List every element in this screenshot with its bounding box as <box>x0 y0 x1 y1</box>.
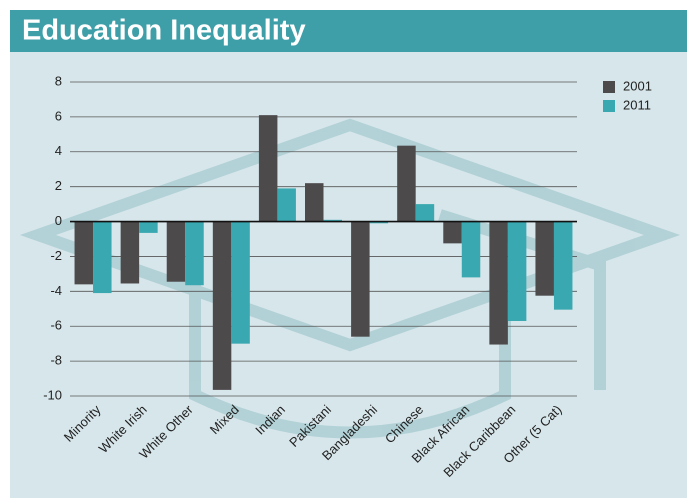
bar <box>212 221 232 390</box>
y-tick-label: 8 <box>55 73 62 88</box>
y-tick-label: -10 <box>43 387 62 402</box>
bar <box>323 219 342 222</box>
y-tick-label: -4 <box>50 283 62 298</box>
bar <box>139 221 158 233</box>
bar <box>415 204 435 222</box>
y-tick-label: -8 <box>50 353 62 368</box>
bar <box>489 221 508 345</box>
bar <box>231 221 250 344</box>
y-tick-label: -6 <box>50 318 62 333</box>
bar <box>443 221 462 244</box>
bar <box>166 221 186 282</box>
chart-title: Education Inequality <box>22 15 306 47</box>
bar <box>535 221 554 296</box>
y-tick-label: -2 <box>50 248 62 263</box>
bar <box>277 188 296 222</box>
bar <box>185 221 204 286</box>
bar <box>351 221 370 337</box>
bar <box>553 221 573 310</box>
legend-swatch <box>603 100 615 112</box>
legend-label: 2001 <box>623 78 652 93</box>
bar <box>507 221 527 321</box>
bar <box>74 221 94 285</box>
legend-swatch <box>603 81 615 93</box>
bar <box>258 115 278 222</box>
y-tick-label: 2 <box>55 178 62 193</box>
y-tick-label: 4 <box>55 143 62 158</box>
y-tick-label: 6 <box>55 108 62 123</box>
bar <box>93 221 112 294</box>
bar <box>305 183 324 222</box>
legend-label: 2011 <box>623 97 651 112</box>
bar <box>369 221 389 224</box>
bar <box>397 145 416 222</box>
header-bar <box>10 10 687 52</box>
bar <box>120 221 140 284</box>
y-tick-label: 0 <box>55 213 62 228</box>
bar <box>461 221 481 278</box>
